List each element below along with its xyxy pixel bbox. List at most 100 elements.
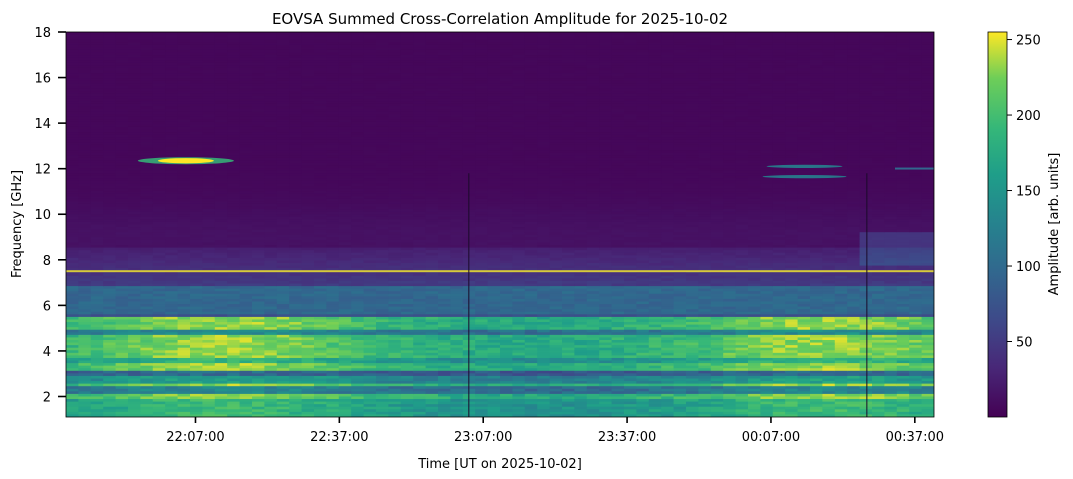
heatmap-cell [190,265,203,269]
heatmap-cell [214,365,228,369]
heatmap-cell [438,168,451,172]
heatmap-cell [190,365,203,369]
heatmap-cell [450,280,464,285]
heatmap-cell [152,352,166,356]
heatmap-cell [314,168,327,172]
heatmap-cell [177,129,191,133]
heatmap-cell [289,245,303,249]
heatmap-cell [376,370,389,374]
heatmap-cell [314,103,327,108]
heatmap-cell [140,399,154,403]
heatmap-cell [252,188,265,192]
heatmap-cell [400,396,414,400]
heatmap-cell [177,234,191,238]
heatmap-cell [289,47,303,51]
heatmap-cell [450,160,464,164]
heatmap-cell [128,219,141,223]
heatmap-cell [227,83,241,87]
heatmap-cell [338,119,352,123]
heatmap-cell [214,44,228,48]
heatmap-cell [202,391,216,395]
heatmap-cell [78,350,92,354]
heatmap-cell [338,247,352,251]
heatmap-cell [78,250,92,254]
heatmap-cell [363,39,377,43]
heatmap-cell [413,88,427,92]
heatmap-cell [400,275,414,279]
heatmap-cell [314,319,327,323]
heatmap-cell [425,60,439,64]
heatmap-cell [239,160,253,164]
heatmap-cell [338,293,352,297]
heatmap-cell [239,386,253,390]
heatmap-cell [388,257,402,262]
heatmap-cell [264,152,278,156]
heatmap-cell [214,214,228,218]
heatmap-cell [363,44,377,48]
heatmap-cell [289,144,303,149]
heatmap-cell [190,129,203,133]
heatmap-cell [264,183,278,187]
heatmap-cell [190,139,203,143]
heatmap-cell [90,360,104,364]
heatmap-cell [462,85,476,90]
heatmap-cell [252,96,265,100]
heatmap-cell [264,296,278,300]
heatmap-cell [103,404,117,408]
heatmap-cell [252,88,265,92]
heatmap-cell [90,209,104,213]
heatmap-cell [314,152,327,156]
heatmap-cell [264,157,278,161]
heatmap-cell [252,278,265,282]
heatmap-cell [326,270,340,274]
heatmap-cell [90,347,104,351]
heatmap-cell [326,232,340,236]
heatmap-cell [202,365,216,369]
heatmap-cell [326,381,340,385]
heatmap-cell [276,165,290,169]
heatmap-cell [214,55,228,59]
heatmap-cell [376,142,389,146]
heatmap-cell [115,52,129,56]
heatmap-cell [413,298,427,303]
heatmap-cell [103,201,117,205]
heatmap-cell [363,49,377,54]
heatmap-cell [190,224,203,228]
heatmap-cell [128,98,141,102]
heatmap-cell [264,62,278,66]
heatmap-cell [103,160,117,164]
heatmap-cell [475,42,489,46]
heatmap-cell [152,221,166,226]
heatmap-cell [338,340,352,344]
heatmap-cell [376,304,389,308]
heatmap-cell [289,324,303,328]
heatmap-cell [351,309,365,313]
heatmap-cell [276,162,290,167]
heatmap-cell [301,139,315,143]
heatmap-cell [140,106,154,110]
heatmap-cell [363,401,377,405]
heatmap-cell [363,242,377,246]
heatmap-cell [152,252,166,256]
heatmap-cell [252,160,265,164]
heatmap-cell [438,162,451,167]
heatmap-cell [413,62,427,66]
heatmap-cell [190,383,203,387]
heatmap-cell [450,124,464,128]
heatmap-cell [140,268,154,272]
heatmap-cell [301,265,315,269]
heatmap-cell [165,150,179,154]
heatmap-cell [289,134,303,138]
heatmap-cell [363,93,377,97]
heatmap-cell [413,350,427,354]
heatmap-cell [301,350,315,354]
heatmap-cell [388,216,402,220]
heatmap-cell [314,401,327,405]
heatmap-cell [301,96,315,100]
heatmap-cell [252,234,265,238]
heatmap-cell [128,47,141,51]
heatmap-cell [438,406,451,410]
heatmap-cell [202,368,216,372]
heatmap-cell [190,209,203,213]
heatmap-cell [438,214,451,218]
